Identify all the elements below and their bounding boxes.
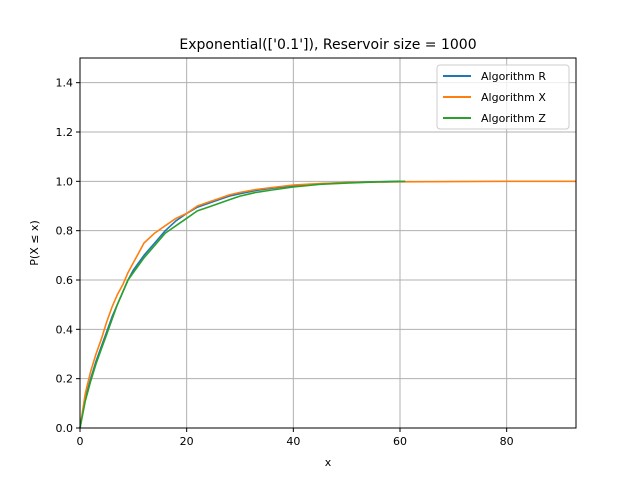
y-axis-label: P(X ≤ x) [28, 220, 41, 265]
series-line-1 [79, 180, 401, 429]
y-tick-label: 0.8 [56, 225, 74, 238]
plot-frame [79, 57, 577, 429]
series-line-2 [79, 180, 576, 429]
y-tick-label: 0.4 [56, 323, 74, 336]
y-tick-label: 1.0 [56, 175, 74, 188]
legend: Algorithm R Algorithm X Algorithm Z [436, 64, 570, 130]
y-tick-label: 0.6 [56, 274, 74, 287]
legend-label: Algorithm X [481, 91, 546, 104]
x-tick-label: 80 [500, 435, 514, 448]
chart-title: Exponential(['0.1']), Reservoir size = 1… [179, 37, 476, 53]
x-axis-ticks: 0 20 40 60 80 [77, 428, 514, 448]
series-line-3 [79, 180, 406, 429]
series-lines [79, 180, 576, 429]
y-tick-label: 0.2 [56, 373, 74, 386]
x-tick-label: 0 [77, 435, 84, 448]
x-tick-label: 40 [286, 435, 300, 448]
legend-label: Algorithm R [481, 70, 546, 83]
x-tick-label: 60 [393, 435, 407, 448]
y-tick-label: 0.0 [56, 422, 74, 435]
y-tick-label: 1.4 [56, 77, 74, 90]
x-tick-label: 20 [180, 435, 194, 448]
y-tick-label: 1.2 [56, 126, 74, 139]
legend-label: Algorithm Z [481, 112, 546, 125]
y-axis-ticks: 0.0 0.2 0.4 0.6 0.8 1.0 1.2 1.4 [56, 77, 80, 435]
legend-box [436, 64, 570, 130]
x-axis-label: x [325, 456, 332, 469]
